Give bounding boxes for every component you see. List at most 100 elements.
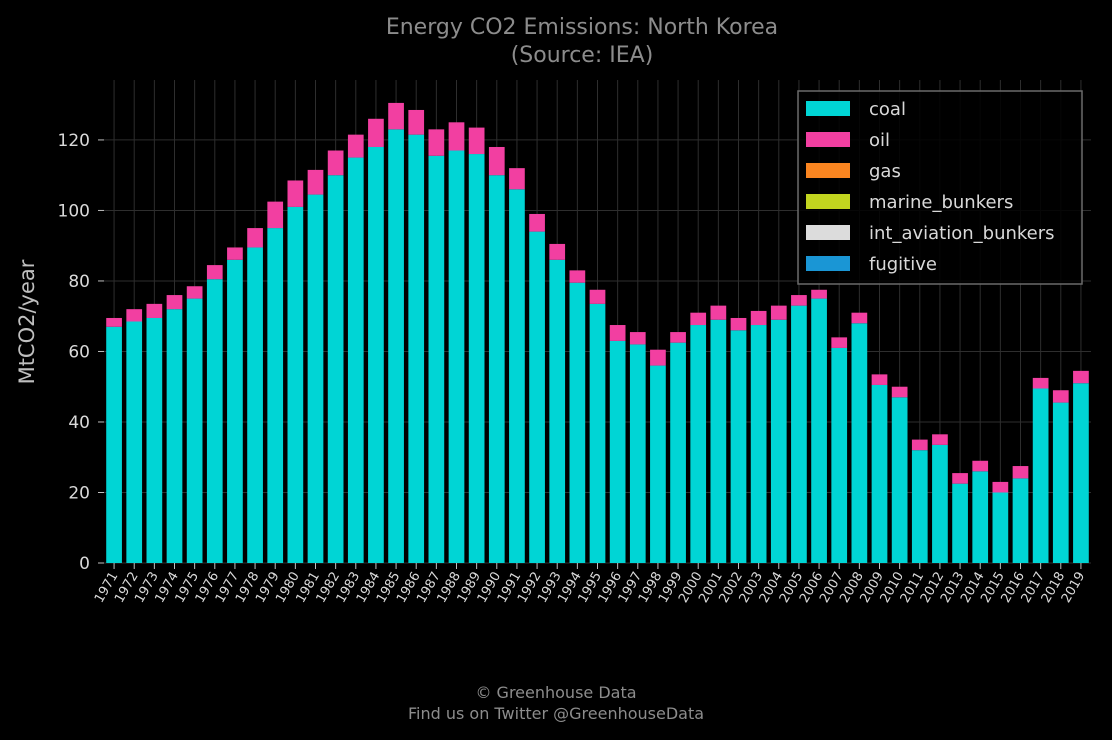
bar-coal-1984 xyxy=(368,146,384,563)
bar-coal-1983 xyxy=(347,157,364,563)
bar-oil-1983 xyxy=(347,134,364,158)
y-tick-label: 80 xyxy=(68,272,90,292)
bar-coal-2001 xyxy=(710,319,727,563)
bar-oil-2002 xyxy=(730,317,747,331)
y-tick-label: 20 xyxy=(68,483,90,503)
bar-oil-1975 xyxy=(186,286,203,299)
bar-coal-2010 xyxy=(891,397,908,563)
legend-box xyxy=(797,90,1083,285)
bar-coal-1995 xyxy=(589,303,606,563)
bar-coal-2008 xyxy=(851,323,868,563)
bar-oil-2005 xyxy=(791,295,807,306)
bar-coal-1973 xyxy=(146,317,163,563)
y-tick-label: 60 xyxy=(68,342,90,362)
bar-coal-1999 xyxy=(670,342,686,563)
bar-oil-1980 xyxy=(287,180,304,207)
legend-label-gas: gas xyxy=(869,161,901,182)
bar-oil-1985 xyxy=(388,102,404,130)
bar-oil-1999 xyxy=(670,332,686,343)
bar-oil-1988 xyxy=(448,122,465,151)
bar-coal-1992 xyxy=(529,231,545,563)
bar-coal-1976 xyxy=(206,279,223,563)
bar-oil-1997 xyxy=(629,332,646,345)
bar-oil-1989 xyxy=(468,127,485,155)
bar-coal-1986 xyxy=(408,134,425,563)
bar-oil-2006 xyxy=(811,289,827,299)
bar-coal-2019 xyxy=(1073,383,1089,563)
bar-oil-2011 xyxy=(911,439,928,451)
bar-oil-1972 xyxy=(126,309,143,322)
legend-swatch-int_aviation_bunkers xyxy=(806,225,850,240)
legend-label-fugitive: fugitive xyxy=(869,254,937,275)
bar-coal-1975 xyxy=(186,298,203,563)
bar-oil-2017 xyxy=(1032,377,1049,389)
bar-coal-1987 xyxy=(428,155,445,564)
legend-swatch-marine_bunkers xyxy=(806,194,850,209)
chart-title: Energy CO2 Emissions: North Korea xyxy=(386,15,778,40)
bar-oil-1996 xyxy=(609,325,626,341)
bar-oil-2016 xyxy=(1012,466,1029,479)
bar-coal-1971 xyxy=(106,326,122,563)
bar-coal-1993 xyxy=(549,259,566,563)
footer-copyright: © Greenhouse Data xyxy=(475,683,637,702)
bar-coal-1998 xyxy=(650,365,666,563)
chart-subtitle: (Source: IEA) xyxy=(511,43,654,68)
bar-coal-2005 xyxy=(791,305,807,563)
y-tick-label: 0 xyxy=(79,554,90,574)
bar-oil-1979 xyxy=(267,201,284,229)
y-tick-label: 100 xyxy=(58,201,90,221)
bar-oil-1974 xyxy=(166,295,183,310)
bar-coal-2015 xyxy=(992,492,1009,563)
legend-swatch-oil xyxy=(806,132,850,147)
bar-coal-2012 xyxy=(932,444,948,563)
bar-oil-1982 xyxy=(327,150,344,176)
y-tick-label: 40 xyxy=(68,413,90,433)
bar-oil-2009 xyxy=(871,374,888,385)
bar-oil-1973 xyxy=(146,303,163,318)
bar-coal-1980 xyxy=(287,206,304,563)
bar-coal-2006 xyxy=(811,298,827,563)
bar-oil-2007 xyxy=(831,337,848,348)
bar-oil-1995 xyxy=(589,289,606,304)
bar-coal-2003 xyxy=(750,325,767,563)
bar-oil-1992 xyxy=(529,213,545,232)
legend-swatch-coal xyxy=(806,101,850,116)
bar-oil-2012 xyxy=(932,434,948,445)
bar-oil-1978 xyxy=(247,228,263,248)
bar-coal-2016 xyxy=(1012,478,1029,563)
bar-oil-2000 xyxy=(690,312,707,326)
bar-oil-1981 xyxy=(307,169,324,195)
bar-coal-1997 xyxy=(629,344,646,563)
bar-coal-1991 xyxy=(509,189,525,563)
bar-oil-2013 xyxy=(952,473,968,484)
bar-oil-2008 xyxy=(851,312,868,324)
bar-coal-2004 xyxy=(770,319,787,563)
y-axis-label: MtCO2/year xyxy=(15,259,39,384)
bar-oil-1984 xyxy=(368,118,384,147)
bar-oil-1990 xyxy=(488,146,505,176)
bar-coal-1977 xyxy=(227,259,243,563)
bar-oil-1976 xyxy=(206,265,223,280)
bar-oil-1971 xyxy=(106,317,122,327)
bar-oil-2015 xyxy=(992,481,1009,493)
legend-swatch-fugitive xyxy=(806,256,850,271)
bar-coal-1982 xyxy=(327,175,344,564)
bar-coal-1989 xyxy=(468,154,485,563)
bar-coal-2000 xyxy=(690,325,707,563)
bars xyxy=(106,102,1089,564)
bar-oil-2010 xyxy=(891,386,908,398)
footer-twitter: Find us on Twitter @GreenhouseData xyxy=(407,704,705,723)
legend-label-oil: oil xyxy=(869,130,890,151)
bar-oil-2003 xyxy=(750,310,767,326)
bar-coal-2007 xyxy=(831,347,848,563)
bar-coal-1990 xyxy=(488,175,505,564)
bar-coal-2018 xyxy=(1052,402,1069,563)
bar-coal-1985 xyxy=(388,129,404,563)
bar-coal-2014 xyxy=(972,471,989,563)
bar-coal-1978 xyxy=(247,247,263,563)
bar-coal-1988 xyxy=(448,150,465,563)
bar-oil-2018 xyxy=(1052,390,1069,403)
y-tick-label: 120 xyxy=(58,131,90,151)
bar-coal-2002 xyxy=(730,330,747,563)
